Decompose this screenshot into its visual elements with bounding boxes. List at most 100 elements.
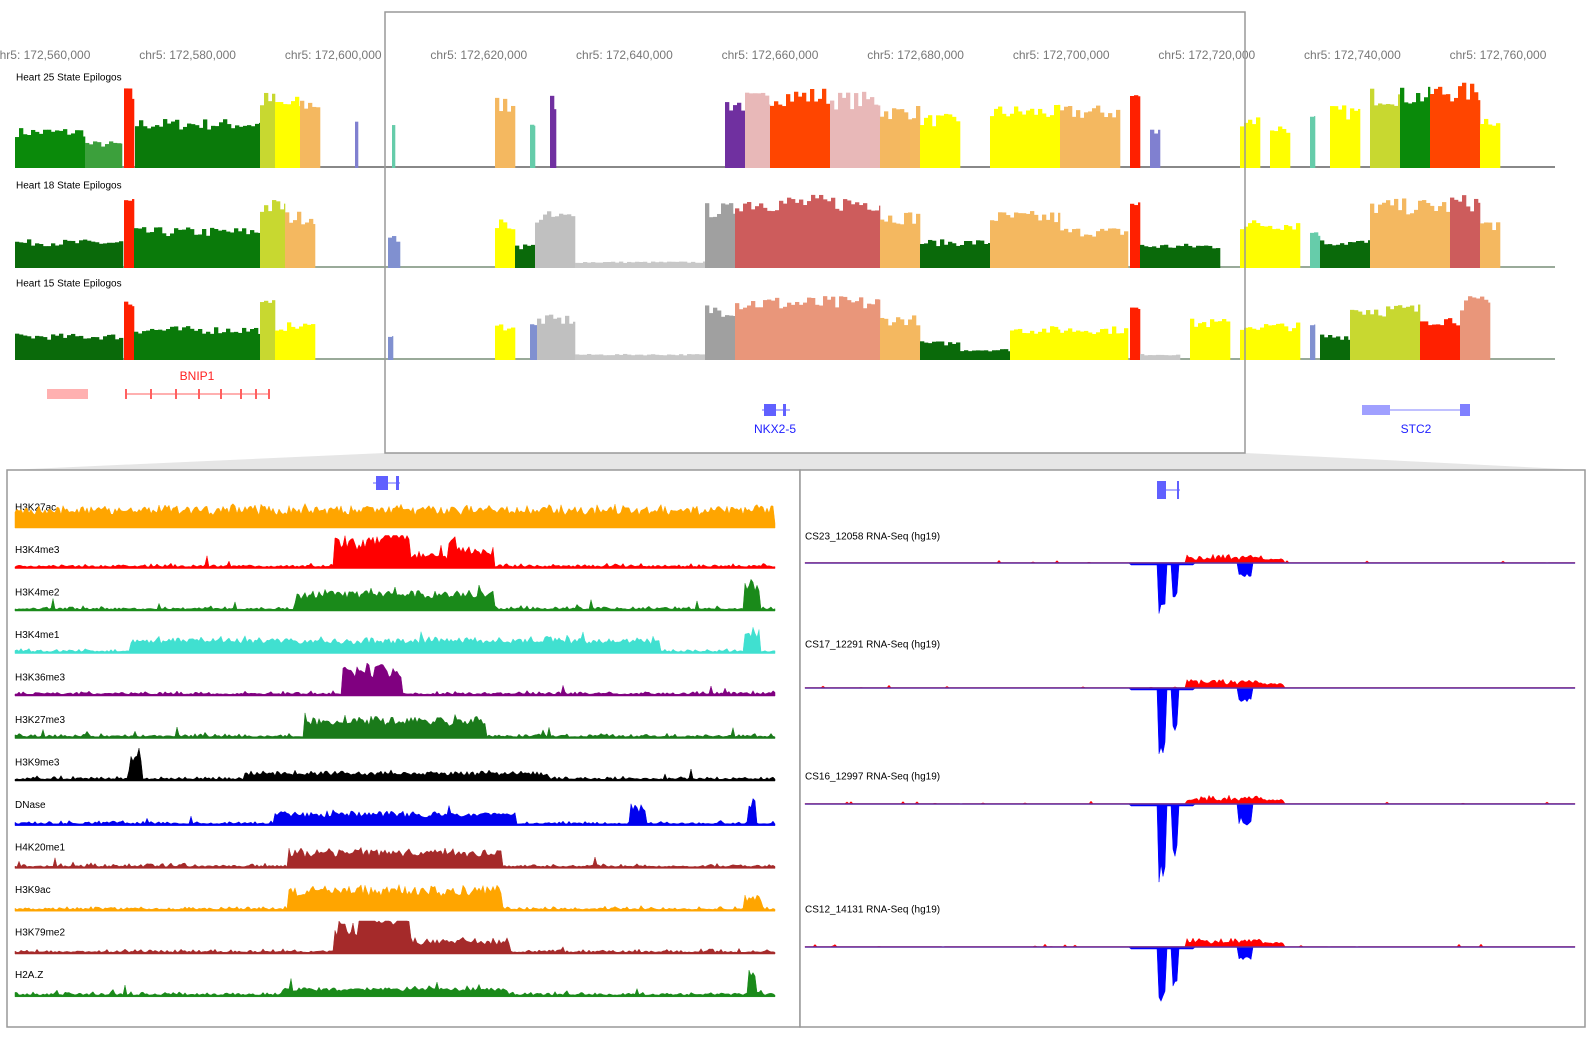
epilogos-bar	[1154, 133, 1159, 168]
track-label: H3K27ac	[15, 503, 56, 514]
epilogos-bar	[1452, 323, 1457, 360]
gene-exon	[47, 389, 88, 399]
epilogos-bar	[1430, 94, 1435, 168]
epilogos-bar	[611, 261, 616, 268]
epilogos-bar	[1014, 106, 1019, 168]
epilogos-bar	[174, 326, 179, 360]
epilogos-bar	[855, 202, 860, 268]
gene-exon	[150, 389, 152, 399]
epilogos-bar	[635, 354, 640, 360]
epilogos-bar	[900, 319, 905, 360]
epilogos-bar	[1134, 205, 1139, 268]
epilogos-bar	[35, 243, 40, 268]
epilogos-bar	[1150, 129, 1155, 168]
epilogos-bar	[1284, 224, 1289, 268]
epilogos-bar	[308, 102, 313, 168]
epilogos-bar	[91, 241, 96, 268]
epilogos-bar	[1402, 198, 1407, 268]
epilogos-bar	[1244, 327, 1249, 360]
epilogos-bar	[557, 317, 562, 360]
epilogos-bar	[1148, 247, 1153, 268]
epilogos-bar	[87, 338, 92, 360]
epilogos-bar	[842, 97, 847, 168]
epilogos-bar	[583, 262, 588, 268]
epilogos-bar	[503, 222, 508, 268]
epilogos-bar	[313, 224, 316, 268]
epilogos-bar	[230, 232, 235, 268]
epilogos-bar	[242, 228, 247, 268]
epilogos-bar	[1356, 241, 1361, 268]
epilogos-bar	[264, 92, 269, 168]
epilogos-bar	[1362, 314, 1367, 360]
epilogos-bar	[1088, 111, 1093, 168]
gene-name: BNIP1	[180, 369, 215, 383]
epilogos-bar	[119, 241, 124, 268]
epilogos-bar	[565, 315, 570, 360]
tick-label: chr5: 172,600,000	[285, 48, 382, 62]
epilogos-bar	[992, 350, 997, 360]
epilogos-bar	[972, 244, 977, 268]
epilogos-bar	[301, 224, 306, 268]
epilogos-bar	[1358, 311, 1363, 360]
epilogos-bar	[1360, 240, 1365, 268]
epilogos-bar	[195, 125, 200, 168]
epilogos-bar	[968, 241, 973, 268]
epilogos-bar	[888, 215, 893, 268]
epilogos-bar	[599, 354, 604, 360]
epilogos-bar	[1096, 105, 1101, 168]
epilogos-bar	[835, 307, 840, 360]
epilogos-bar	[741, 110, 746, 168]
epilogos-bar	[830, 100, 835, 168]
epilogos-bar	[138, 228, 143, 268]
epilogos-bar	[503, 330, 508, 360]
epilogos-bar	[1428, 325, 1433, 360]
epilogos-bar	[75, 336, 80, 360]
epilogos-bar	[1264, 226, 1269, 268]
epilogos-bar	[936, 341, 941, 360]
epilogos-bar	[1488, 302, 1491, 360]
epilogos-bar	[1328, 244, 1333, 268]
epilogos-bar	[230, 332, 235, 360]
epilogos-bar	[880, 116, 885, 168]
epilogos-bar	[499, 111, 504, 168]
epilogos-bar	[1116, 228, 1121, 268]
epilogos-bar	[988, 351, 993, 360]
epilogos-bar	[751, 301, 756, 360]
epilogos-bar	[1422, 200, 1427, 268]
epilogos-bar	[295, 328, 300, 360]
epilogos-bar	[1046, 219, 1051, 268]
gene-name: NKX2-5	[754, 422, 796, 436]
epilogos-bar	[303, 323, 308, 360]
epilogos-bar	[892, 222, 897, 268]
epilogos-bar	[1288, 331, 1293, 360]
epilogos-bar	[691, 261, 696, 268]
tick-label: chr5: 172,700,000	[1013, 48, 1110, 62]
epilogos-bar	[186, 326, 191, 360]
epilogos-bar	[1390, 104, 1395, 168]
epilogos-bar	[655, 354, 660, 360]
epilogos-bar	[115, 339, 120, 360]
epilogos-bar	[1156, 247, 1161, 268]
epilogos-bar	[1138, 202, 1141, 268]
epilogos-bar	[1292, 328, 1297, 360]
epilogos-bar	[285, 212, 290, 268]
epilogos-bar	[1196, 245, 1201, 268]
epilogos-bar	[1038, 331, 1043, 360]
epilogos-bar	[729, 315, 734, 360]
epilogos-bar	[1060, 230, 1065, 268]
epilogos-bar	[1130, 307, 1135, 360]
epilogos-bar	[222, 332, 227, 360]
epilogos-bar	[1198, 323, 1203, 360]
epilogos-bar	[851, 204, 856, 268]
epilogos-bar	[900, 224, 905, 268]
epilogos-bar	[1092, 334, 1097, 360]
epilogos-bar	[767, 299, 772, 360]
epilogos-bar	[218, 333, 223, 360]
epilogos-bar	[952, 343, 957, 360]
epilogos-bar	[1160, 354, 1165, 360]
epilogos-bar	[1080, 331, 1085, 360]
epilogos-bar	[1324, 337, 1329, 360]
epilogos-bar	[39, 133, 44, 168]
epilogos-bar	[814, 101, 819, 168]
